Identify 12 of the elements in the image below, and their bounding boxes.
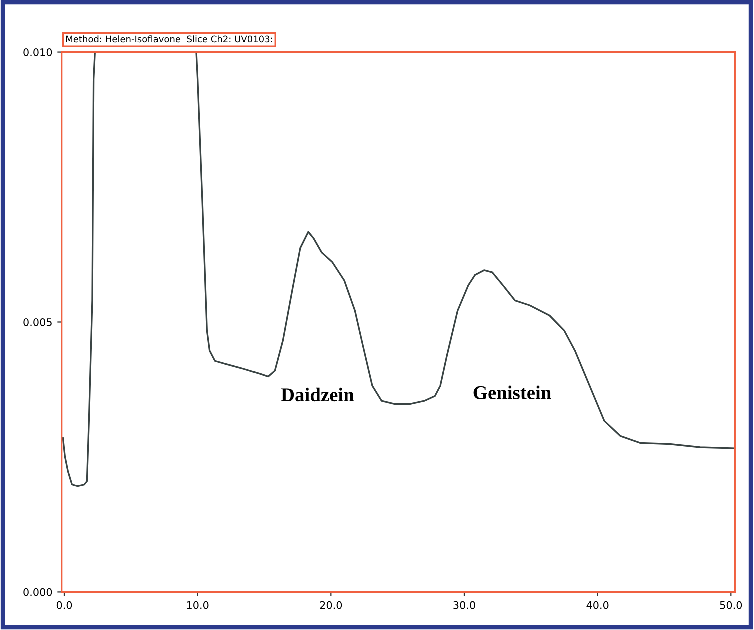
x-tick-label: 10.0 xyxy=(187,601,209,610)
x-tick-label: 50.0 xyxy=(720,601,742,610)
y-tick-label: 0.005 xyxy=(24,318,52,326)
annotation: Daidzein xyxy=(281,388,354,402)
annotation: Genistein xyxy=(474,386,552,400)
chart-title: Method: Helen-Isoflavone Slice Ch2: UV0103: xyxy=(66,36,272,43)
x-tick-label: 20.0 xyxy=(320,601,342,610)
y-tick-label: 0.000 xyxy=(24,588,52,596)
y-tick-label: 0.010 xyxy=(24,48,52,56)
x-tick-label: 0.0 xyxy=(56,601,72,610)
x-tick-label: 30.0 xyxy=(454,601,476,610)
x-tick-label: 40.0 xyxy=(586,601,609,610)
